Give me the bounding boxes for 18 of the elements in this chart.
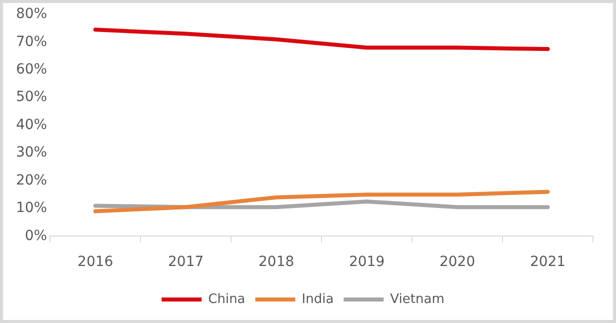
x-tick-label: 2018 <box>258 254 294 270</box>
x-tick-label: 2020 <box>439 254 476 270</box>
y-tick-label: 30% <box>16 144 48 161</box>
x-tick-label: 2016 <box>78 254 114 270</box>
y-tick-label: 80% <box>16 6 48 22</box>
x-tick-label: 2019 <box>348 254 385 270</box>
y-tick-label: 40% <box>16 116 48 133</box>
y-tick-label: 70% <box>16 34 48 50</box>
y-tick-label: 10% <box>16 200 48 216</box>
legend-label: Vietnam <box>390 292 444 307</box>
x-tick-label: 2017 <box>168 254 204 270</box>
y-tick-label: 50% <box>16 89 48 106</box>
y-tick-label: 60% <box>16 61 48 78</box>
legend-label: India <box>302 292 334 307</box>
y-tick-label: 20% <box>16 172 48 188</box>
legend-label: China <box>208 292 246 307</box>
x-tick-label: 2021 <box>530 254 566 270</box>
y-tick-label: 0% <box>24 228 48 244</box>
